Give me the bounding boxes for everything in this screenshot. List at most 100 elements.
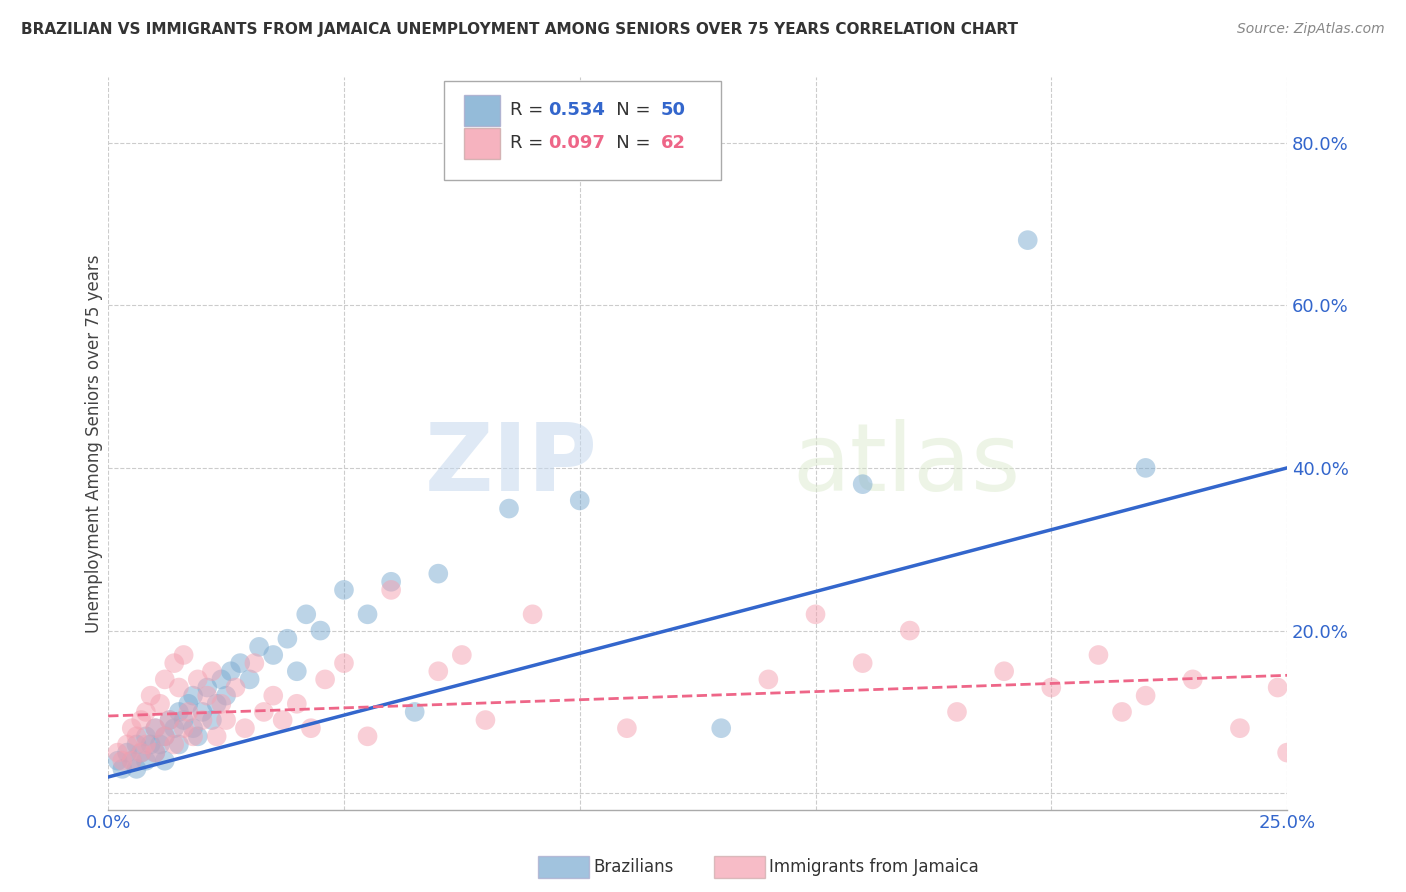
Point xyxy=(404,705,426,719)
Point xyxy=(163,721,186,735)
Point xyxy=(107,754,129,768)
Point xyxy=(299,721,322,735)
Text: R =: R = xyxy=(510,135,550,153)
Point xyxy=(121,721,143,735)
Point xyxy=(1135,689,1157,703)
Point xyxy=(135,738,157,752)
Point xyxy=(1017,233,1039,247)
Text: Source: ZipAtlas.com: Source: ZipAtlas.com xyxy=(1237,22,1385,37)
Point xyxy=(852,656,875,670)
Point xyxy=(159,713,181,727)
Point xyxy=(173,713,195,727)
Text: Brazilians: Brazilians xyxy=(593,858,673,876)
Point xyxy=(380,582,402,597)
Point xyxy=(163,656,186,670)
Point xyxy=(333,656,356,670)
Point xyxy=(135,729,157,743)
Point xyxy=(239,673,262,687)
Text: N =: N = xyxy=(599,102,655,120)
Point xyxy=(111,762,134,776)
Text: atlas: atlas xyxy=(792,419,1021,511)
Point xyxy=(205,729,228,743)
Point xyxy=(125,762,148,776)
Point xyxy=(1135,461,1157,475)
Point xyxy=(247,640,270,654)
Text: 50: 50 xyxy=(661,102,686,120)
Text: 62: 62 xyxy=(661,135,686,153)
Point xyxy=(262,689,284,703)
Point xyxy=(149,738,172,752)
Point xyxy=(173,721,195,735)
Point xyxy=(129,746,152,760)
Point xyxy=(295,607,318,622)
Point xyxy=(1087,648,1109,662)
Point xyxy=(115,738,138,752)
Point xyxy=(427,566,450,581)
Point xyxy=(474,713,496,727)
Text: 0.534: 0.534 xyxy=(548,102,605,120)
Point xyxy=(135,754,157,768)
Point xyxy=(1275,746,1298,760)
Point xyxy=(225,681,247,695)
Point xyxy=(616,721,638,735)
Point xyxy=(115,746,138,760)
Point xyxy=(139,738,162,752)
Point xyxy=(356,729,378,743)
Y-axis label: Unemployment Among Seniors over 75 years: Unemployment Among Seniors over 75 years xyxy=(86,254,103,632)
Point xyxy=(710,721,733,735)
Point xyxy=(121,754,143,768)
Text: Immigrants from Jamaica: Immigrants from Jamaica xyxy=(769,858,979,876)
Point xyxy=(898,624,921,638)
Point xyxy=(276,632,298,646)
Text: R =: R = xyxy=(510,102,550,120)
Point xyxy=(271,713,294,727)
Point xyxy=(173,648,195,662)
Point xyxy=(135,705,157,719)
Point xyxy=(201,665,224,679)
Point xyxy=(209,697,232,711)
Point xyxy=(125,738,148,752)
Point xyxy=(356,607,378,622)
Point xyxy=(522,607,544,622)
Point xyxy=(149,697,172,711)
Point xyxy=(229,656,252,670)
Point xyxy=(153,754,176,768)
Point xyxy=(121,754,143,768)
Point xyxy=(1111,705,1133,719)
Point xyxy=(167,705,190,719)
Text: BRAZILIAN VS IMMIGRANTS FROM JAMAICA UNEMPLOYMENT AMONG SENIORS OVER 75 YEARS CO: BRAZILIAN VS IMMIGRANTS FROM JAMAICA UNE… xyxy=(21,22,1018,37)
Point xyxy=(804,607,827,622)
Point xyxy=(195,681,218,695)
Point xyxy=(233,721,256,735)
Point xyxy=(177,697,200,711)
Point xyxy=(262,648,284,662)
Point xyxy=(852,477,875,491)
Point xyxy=(568,493,591,508)
Point xyxy=(143,721,166,735)
Point xyxy=(1181,673,1204,687)
Point xyxy=(209,673,232,687)
Point xyxy=(253,705,276,719)
Point xyxy=(139,689,162,703)
Point xyxy=(143,746,166,760)
Point xyxy=(181,721,204,735)
Point xyxy=(1229,721,1251,735)
FancyBboxPatch shape xyxy=(444,81,721,180)
Point xyxy=(195,689,218,703)
Point xyxy=(191,705,214,719)
Point xyxy=(143,721,166,735)
Point xyxy=(309,624,332,638)
Point xyxy=(191,713,214,727)
Point xyxy=(1040,681,1063,695)
Point xyxy=(167,681,190,695)
Point xyxy=(333,582,356,597)
Point xyxy=(946,705,969,719)
Point xyxy=(177,705,200,719)
Point xyxy=(153,729,176,743)
Point xyxy=(756,673,779,687)
Point xyxy=(285,697,308,711)
Point xyxy=(167,738,190,752)
Point xyxy=(111,754,134,768)
Point xyxy=(219,665,242,679)
Text: N =: N = xyxy=(599,135,655,153)
